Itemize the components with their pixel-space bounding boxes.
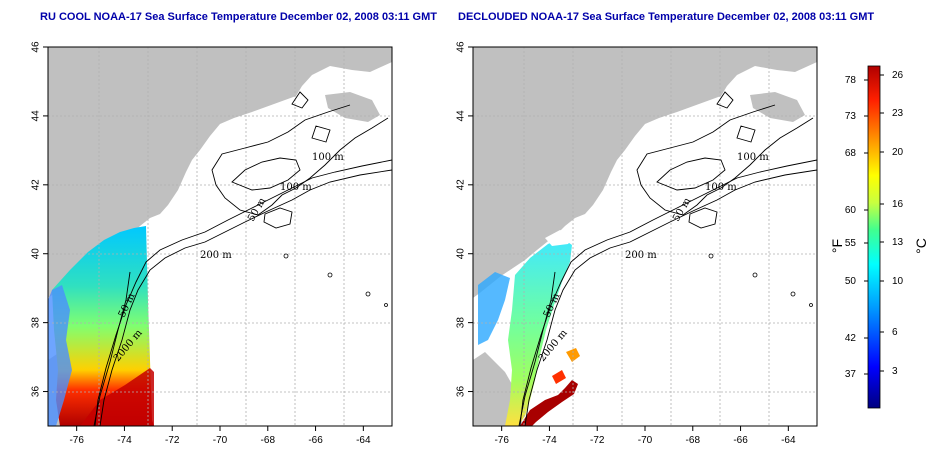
- land-mass: [473, 47, 817, 298]
- celsius-tick-label: 20: [892, 147, 904, 158]
- contour-label: 100 m: [280, 182, 312, 193]
- lon-tick-label: -70: [213, 435, 228, 446]
- colorbar-ticks: 78 73 68 60 55 50 42 37 26 23 20 16 13 10 6 3: [845, 70, 904, 380]
- fahrenheit-tick-label: 73: [845, 111, 857, 122]
- right-panel-title: DECLOUDED NOAA-17 Sea Surface Temperatur…: [458, 11, 875, 23]
- lat-tick-label: 36: [456, 386, 467, 398]
- celsius-tick-label: 3: [892, 366, 898, 377]
- lat-tick-label: 36: [31, 386, 42, 398]
- sst-coastal-strip: [478, 272, 510, 345]
- lat-tick-label: 42: [456, 179, 467, 191]
- sst-coastal-strip: [48, 285, 72, 426]
- lat-tick-label: 46: [456, 41, 467, 53]
- fahrenheit-tick-label: 68: [845, 148, 857, 159]
- contour-label: 100 m: [312, 152, 344, 163]
- land-mass: [48, 47, 392, 298]
- lon-tick-label: -68: [686, 435, 701, 446]
- grid-lines: [473, 47, 817, 426]
- right-map-panel: 100 m 100 m 50 m 200 m 50 m 2000 m -76 -7…: [456, 41, 818, 446]
- lon-tick-label: -64: [781, 435, 796, 446]
- lat-tick-label: 44: [31, 110, 42, 122]
- small-islands: [708, 253, 813, 307]
- land-mass: [325, 92, 380, 122]
- contour-label: 100 m: [737, 152, 769, 163]
- fahrenheit-tick-label: 55: [845, 238, 857, 249]
- lon-tick-label: -76: [494, 435, 509, 446]
- left-axis-ticks: -76 -74 -72 -70 -68 -66 -64 36 38 40 42 44 46: [31, 41, 371, 446]
- sst-declouded: [505, 238, 572, 426]
- lon-tick-label: -64: [356, 435, 371, 446]
- celsius-tick-label: 10: [892, 276, 904, 287]
- contour-label: 200 m: [200, 250, 232, 261]
- celsius-tick-label: 26: [892, 70, 904, 81]
- colorbar: 78 73 68 60 55 50 42 37 26 23 20 16 13 10 6 3 °F °C: [829, 65, 929, 409]
- fahrenheit-unit-label: °F: [829, 239, 845, 253]
- lon-tick-label: -72: [165, 435, 180, 446]
- colorbar-gradient: [867, 65, 881, 409]
- celsius-unit-label: °C: [913, 238, 929, 254]
- sst-warm-patch: [520, 380, 578, 426]
- land-mass: [750, 92, 805, 122]
- bathymetry-contours: [518, 91, 817, 426]
- lon-tick-label: -74: [117, 435, 132, 446]
- left-panel-title: RU COOL NOAA-17 Sea Surface Temperature …: [40, 11, 437, 23]
- fahrenheit-tick-label: 42: [845, 333, 857, 344]
- celsius-tick-label: 16: [892, 199, 904, 210]
- celsius-tick-label: 23: [892, 108, 904, 119]
- lon-tick-label: -68: [261, 435, 276, 446]
- fahrenheit-tick-label: 50: [845, 276, 857, 287]
- lon-tick-label: -66: [733, 435, 748, 446]
- lon-tick-label: -66: [308, 435, 323, 446]
- lat-tick-label: 42: [31, 179, 42, 191]
- lat-tick-label: 44: [456, 110, 467, 122]
- fahrenheit-tick-label: 60: [845, 205, 857, 216]
- celsius-tick-label: 6: [892, 327, 898, 338]
- lon-tick-label: -76: [69, 435, 84, 446]
- sst-white-patch: [545, 230, 575, 246]
- fahrenheit-tick-label: 78: [845, 75, 857, 86]
- fahrenheit-tick-label: 37: [845, 369, 857, 380]
- bathymetry-contours: [93, 91, 392, 426]
- lon-tick-label: -70: [638, 435, 653, 446]
- sst-swath: [52, 226, 154, 426]
- lat-tick-label: 38: [456, 317, 467, 329]
- lat-tick-label: 46: [31, 41, 42, 53]
- right-axis-ticks: -76 -74 -72 -70 -68 -66 -64 36 38 40 42 44 46: [456, 41, 796, 446]
- sst-warm-patch: [552, 370, 566, 384]
- grid-lines: [48, 47, 392, 426]
- small-islands: [283, 253, 388, 307]
- lat-tick-label: 40: [31, 248, 42, 260]
- left-map-panel: 100 m 100 m 50 m 200 m 50 m 2000 m -76 -7…: [31, 41, 393, 446]
- contour-label: 200 m: [625, 250, 657, 261]
- lat-tick-label: 38: [31, 317, 42, 329]
- sst-warm-band: [80, 368, 154, 426]
- lon-tick-label: -74: [542, 435, 557, 446]
- lat-tick-label: 40: [456, 248, 467, 260]
- celsius-tick-label: 13: [892, 237, 904, 248]
- contour-label: 100 m: [705, 182, 737, 193]
- lon-tick-label: -72: [590, 435, 605, 446]
